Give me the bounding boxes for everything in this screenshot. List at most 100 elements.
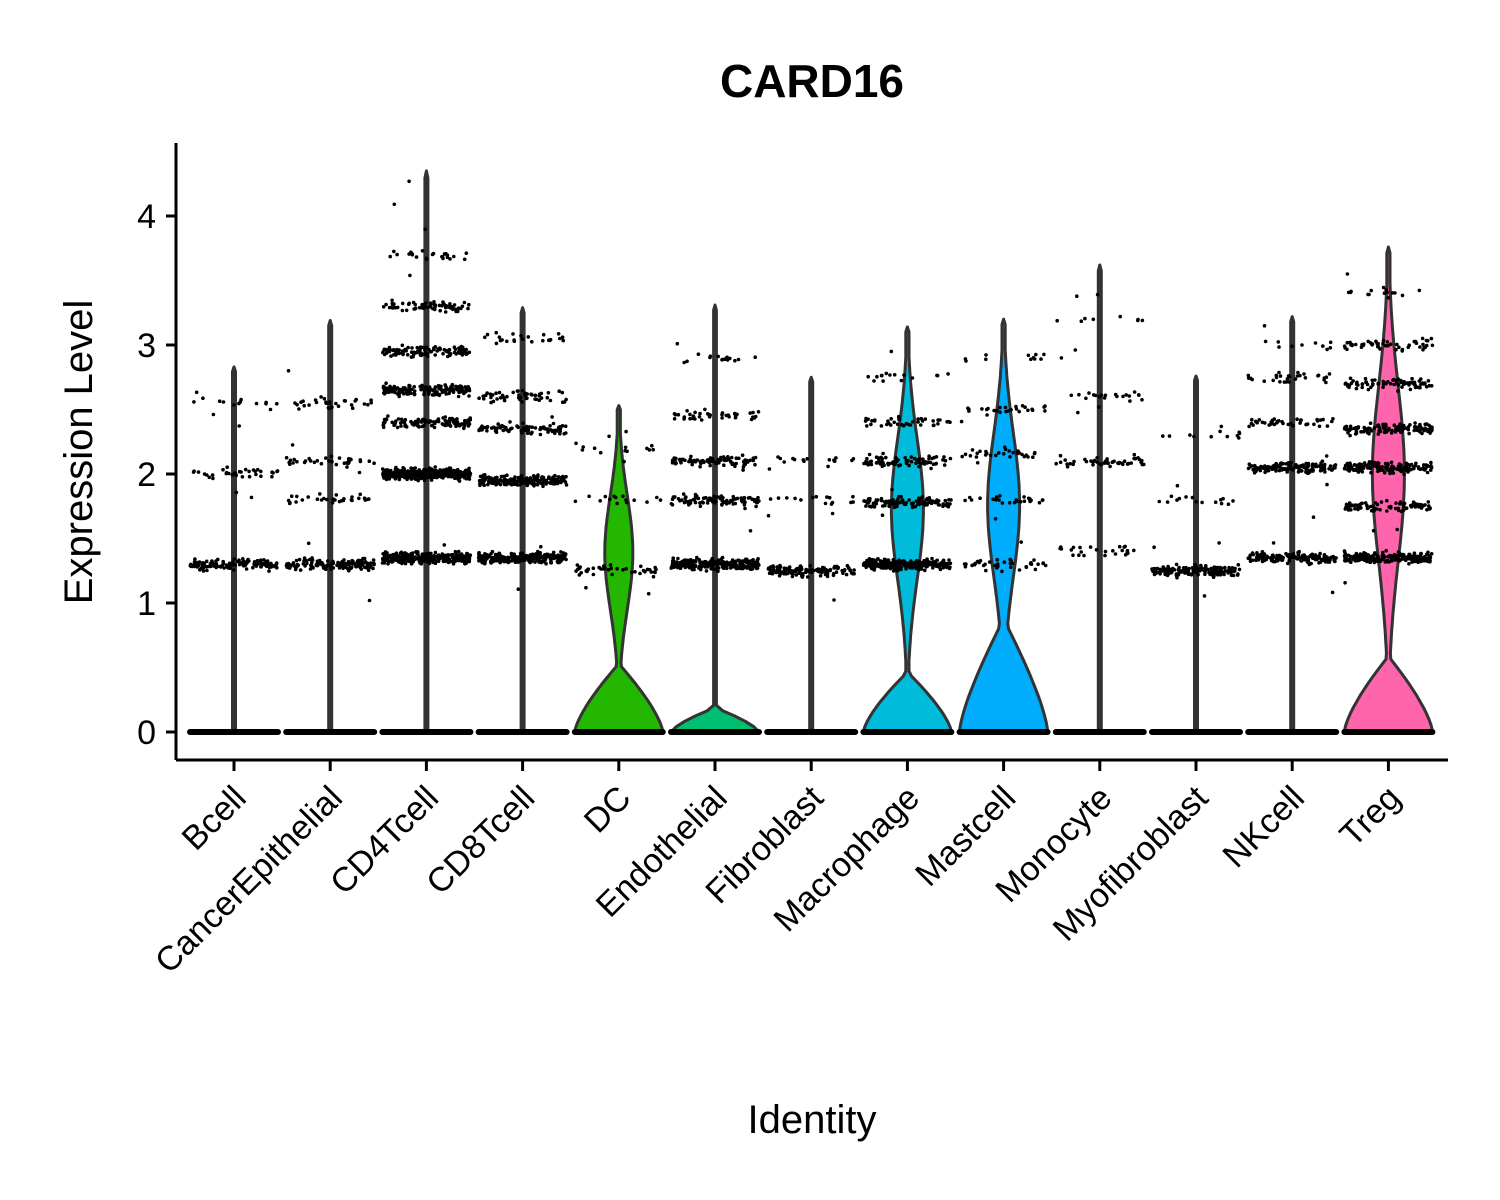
data-point — [1398, 500, 1403, 504]
data-point — [702, 460, 706, 465]
data-point — [1036, 562, 1040, 566]
data-point — [442, 389, 447, 394]
data-point — [1003, 405, 1008, 410]
data-point — [1293, 377, 1298, 381]
data-point — [506, 560, 511, 565]
data-point — [1190, 495, 1195, 500]
data-point — [827, 495, 832, 500]
data-point — [994, 495, 999, 499]
violin-monocyte — [1096, 263, 1103, 734]
data-point — [484, 477, 488, 481]
data-point — [633, 570, 637, 574]
data-point — [432, 300, 436, 304]
data-point — [448, 257, 452, 261]
data-point — [392, 302, 396, 306]
data-point — [204, 565, 209, 569]
data-point — [575, 563, 580, 567]
data-point — [432, 302, 436, 307]
data-point — [1071, 462, 1075, 467]
data-point — [1251, 423, 1255, 427]
data-point — [1193, 562, 1197, 567]
data-point — [1327, 560, 1332, 564]
data-point — [196, 470, 201, 474]
violin-macrophage — [861, 325, 953, 734]
data-point — [591, 572, 596, 577]
data-point — [516, 425, 520, 430]
data-point — [387, 477, 392, 481]
data-point — [1301, 463, 1305, 467]
data-point — [1429, 460, 1433, 465]
data-point — [772, 570, 777, 574]
data-point — [560, 400, 565, 405]
data-point — [1403, 556, 1408, 561]
data-point — [693, 492, 698, 497]
data-point — [1157, 499, 1162, 504]
data-point — [1031, 355, 1036, 360]
data-point — [454, 309, 458, 314]
data-point — [881, 504, 885, 508]
data-point — [1199, 565, 1203, 569]
data-point — [525, 424, 529, 429]
data-point — [1378, 507, 1382, 512]
data-point — [785, 567, 790, 572]
data-point — [419, 420, 424, 424]
data-point — [984, 449, 988, 454]
data-point — [766, 566, 771, 570]
data-point — [295, 494, 299, 499]
data-point — [467, 559, 472, 564]
data-point — [865, 462, 869, 466]
data-point — [467, 394, 471, 398]
data-point — [516, 389, 520, 393]
data-point — [995, 557, 1000, 562]
points-macrophage — [861, 349, 953, 573]
data-point — [872, 419, 877, 423]
data-point — [684, 499, 688, 504]
data-point — [448, 302, 452, 306]
violin-myofibroblast — [1193, 374, 1199, 734]
data-point — [1344, 506, 1348, 511]
data-point — [1270, 418, 1275, 423]
data-point — [674, 461, 678, 466]
data-point — [931, 462, 936, 467]
data-point — [1271, 378, 1275, 383]
data-point — [1000, 569, 1004, 574]
data-point — [1095, 456, 1099, 460]
data-point — [439, 387, 444, 392]
data-point — [194, 390, 199, 395]
data-point — [811, 495, 815, 500]
data-point — [867, 564, 872, 568]
data-point — [1103, 459, 1108, 464]
data-point — [1377, 429, 1381, 433]
data-point — [870, 504, 874, 509]
data-point — [513, 481, 518, 486]
data-point — [1284, 551, 1288, 556]
data-point — [384, 552, 389, 556]
data-point — [918, 423, 923, 427]
data-point — [1121, 394, 1125, 399]
plot-area: 01234BcellCancerEpithelialCD4TcellCD8Tce… — [137, 143, 1448, 981]
data-point — [458, 470, 463, 474]
data-point — [205, 568, 209, 573]
data-point — [407, 388, 412, 393]
data-point — [542, 559, 547, 564]
data-point — [485, 429, 489, 433]
data-point — [1358, 503, 1362, 507]
data-point — [917, 496, 921, 501]
data-point — [441, 351, 445, 356]
data-point — [497, 390, 502, 395]
data-point — [1227, 565, 1231, 570]
violin-nkcell — [1289, 315, 1296, 734]
data-point — [382, 421, 386, 426]
data-point — [975, 461, 980, 465]
violin-bcell — [231, 365, 237, 734]
data-point — [705, 459, 709, 463]
data-point — [454, 424, 458, 429]
data-point — [489, 395, 493, 400]
data-point — [1186, 571, 1190, 576]
data-point — [451, 470, 456, 475]
data-point — [553, 482, 557, 486]
data-point — [1424, 463, 1428, 467]
data-point — [397, 475, 402, 480]
data-point — [544, 479, 549, 484]
data-point — [309, 560, 314, 565]
